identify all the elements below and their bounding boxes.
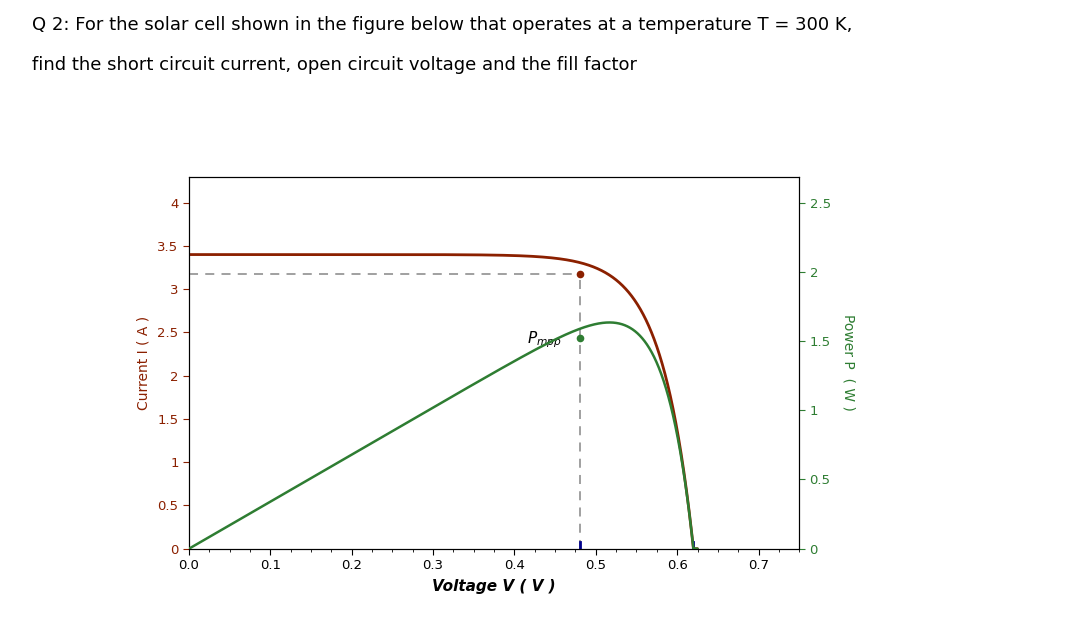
Text: $P_{mpp}$: $P_{mpp}$ [527,329,562,350]
Y-axis label: Power P  ( W ): Power P ( W ) [841,314,855,411]
Text: find the short circuit current, open circuit voltage and the fill factor: find the short circuit current, open cir… [32,56,637,74]
Text: Q 2: For the solar cell shown in the figure below that operates at a temperature: Q 2: For the solar cell shown in the fig… [32,16,853,33]
X-axis label: Voltage V ( V ): Voltage V ( V ) [432,579,556,594]
Y-axis label: Current I ( A ): Current I ( A ) [136,316,150,410]
